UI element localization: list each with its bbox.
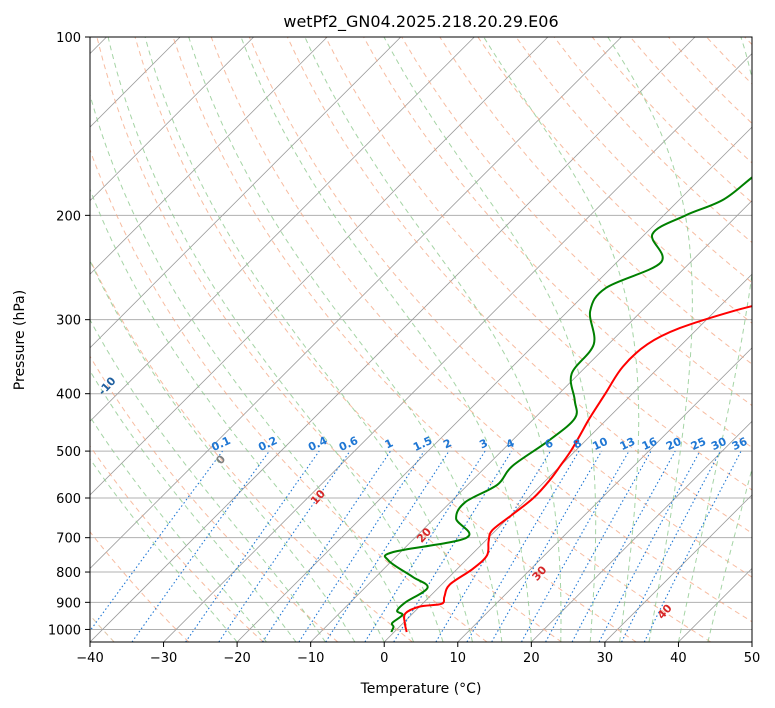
mixing-ratio-line [643, 450, 742, 642]
moist-adiabat-line [240, 37, 532, 642]
mixing-ratio-label: 30 [709, 435, 729, 453]
isotherm-line [90, 37, 696, 642]
dry-adiabat-line [96, 37, 562, 642]
mixing-ratio-line [298, 450, 425, 642]
moist-adiabat-line [304, 37, 562, 642]
mixing-ratio-line [521, 450, 630, 642]
isotherm-line [90, 37, 328, 275]
mixing-ratio-line [262, 450, 391, 642]
y-tick-label: 700 [56, 532, 81, 547]
dry-adiabat-line [210, 37, 752, 623]
isotherm-line [531, 420, 752, 642]
isotherm-line [163, 52, 752, 642]
dry-adiabat-line [401, 37, 752, 407]
x-tick-label: −10 [297, 651, 324, 666]
isotherm-line [383, 273, 752, 642]
mixing-ratio-line [571, 450, 676, 642]
isotherm-line [90, 37, 622, 570]
isotherm-line [236, 126, 752, 642]
isotherm-line [90, 37, 402, 349]
mixing-ratio-line [545, 450, 652, 642]
mixing-ratio-line [185, 450, 320, 642]
moist-adiabat-line [90, 369, 297, 642]
dry-adiabat-line [172, 37, 712, 642]
isotherm-line [90, 37, 549, 496]
x-axis-title: Temperature (°C) [360, 681, 482, 697]
moist-adiabat-line [90, 93, 415, 642]
data-layer [383, 176, 752, 633]
y-tick-label: 900 [56, 596, 81, 611]
temperature-profile-line [403, 305, 752, 633]
dry-adiabat-line [90, 531, 190, 642]
x-tick-label: −40 [76, 651, 103, 666]
x-tick-label: 20 [523, 651, 540, 666]
x-tick-label: 40 [670, 651, 687, 666]
y-tick-label: 1000 [48, 623, 81, 638]
mixing-ratio-label: 16 [640, 435, 660, 453]
y-tick-label: 400 [56, 388, 81, 403]
y-axis-title: Pressure (hPa) [12, 290, 28, 390]
dry-adiabat-line [134, 37, 637, 642]
moist-adiabat-line [107, 37, 444, 642]
dry-adiabat-line [515, 37, 752, 284]
mixing-ratio-label: 13 [618, 435, 637, 453]
moist-adiabat-line [90, 457, 238, 642]
x-tick-label: 0 [380, 651, 388, 666]
x-tick-label: −20 [223, 651, 250, 666]
x-tick-label: 50 [744, 651, 761, 666]
dry-adiabat-line [90, 258, 413, 642]
axes-layer: −40 −30 −20 −10 0 10 20 30 40 50 100 200 300 400 500 60… [48, 31, 760, 666]
dry-adiabat-line [90, 148, 488, 642]
y-tick-label: 800 [56, 566, 81, 581]
mixing-ratio-line [393, 450, 513, 642]
dry-adiabat-line [286, 37, 752, 534]
y-tick-label: 200 [56, 209, 81, 224]
mixing-ratio-label: 25 [689, 435, 708, 453]
y-tick-label: 300 [56, 314, 81, 329]
y-tick-label: 100 [56, 31, 81, 46]
mixing-ratio-line [325, 450, 450, 642]
mixing-ratio-label: 20 [664, 435, 684, 453]
mixing-ratio-line [90, 450, 223, 632]
moist-adiabat-line [90, 188, 385, 642]
x-tick-label: −30 [150, 651, 177, 666]
moist-adiabat-line [144, 37, 473, 642]
x-tick-label: 30 [597, 651, 614, 666]
moist-adiabat-line [90, 259, 356, 642]
moist-adiabat-line [383, 37, 597, 642]
dry-adiabat-line [439, 37, 752, 365]
dry-adiabat-line [90, 445, 264, 642]
moist-adiabat-line [90, 415, 267, 642]
y-tick-label: 600 [56, 492, 81, 507]
mixing-ratio-line [218, 450, 351, 642]
grid-layer [90, 37, 752, 642]
dry-adiabat-line [90, 355, 339, 642]
isotherm-line [604, 494, 752, 642]
mixing-ratio-label: 36 [730, 435, 750, 453]
isotherm-line [90, 37, 475, 422]
chart-title: wetPf2_GN04.2025.218.20.29.E06 [283, 12, 558, 32]
plot-frame [89, 36, 753, 643]
moist-adiabat-line [607, 37, 693, 642]
dry-adiabat-line [248, 37, 752, 578]
y-tick-label: 500 [56, 445, 81, 460]
mixing-ratio-line [131, 450, 270, 642]
isotherm-line [90, 37, 254, 202]
mixing-ratio-label: 10 [591, 435, 611, 453]
dewpoint-profile-line [383, 176, 752, 633]
x-tick-label: 10 [450, 651, 467, 666]
isotherm-line [457, 347, 752, 642]
